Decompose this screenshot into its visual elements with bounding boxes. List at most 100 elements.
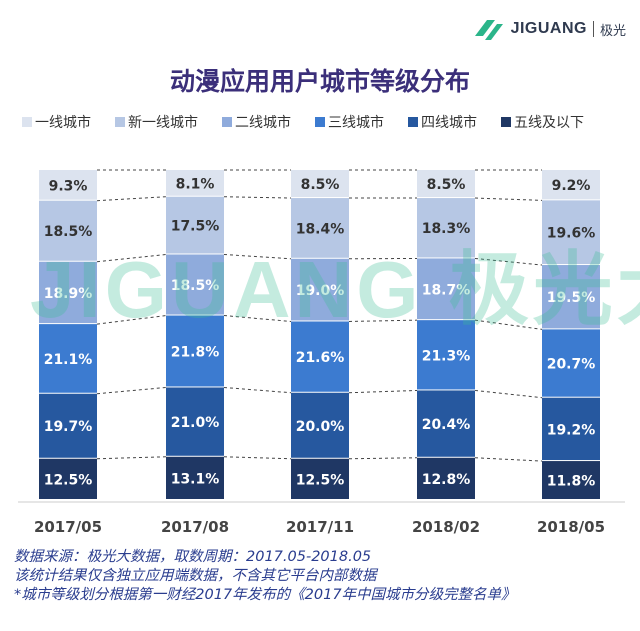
footnote-scope: 该统计结果仅含独立应用端数据，不含其它平台内部数据: [14, 568, 377, 584]
legend-item: 四线城市: [408, 112, 477, 132]
x-tick-label: 2017/05: [34, 518, 102, 536]
footnotes: 数据来源：极光大数据，取数周期：2017.05-2018.05 该统计结果仅含独…: [14, 548, 516, 605]
bar-segment: [417, 457, 475, 499]
data-label: 9.3%: [49, 178, 88, 194]
data-label: 13.1%: [171, 471, 220, 487]
legend-label: 一线城市: [35, 115, 91, 131]
data-label: 19.2%: [547, 422, 596, 438]
data-label: 12.5%: [296, 472, 345, 488]
bar-segment: [542, 397, 600, 461]
x-tick-label: 2018/02: [412, 518, 480, 536]
jiguang-logo: JIGUANG 极光: [471, 14, 626, 44]
connector-line: [96, 196, 167, 202]
connector-line: [223, 456, 292, 460]
x-tick-label: 2017/08: [161, 518, 229, 536]
legend-item: 二线城市: [222, 112, 291, 132]
data-label: 19.0%: [296, 283, 345, 299]
logo-divider: [592, 21, 594, 37]
bar-segment: [166, 387, 224, 456]
data-label: 8.1%: [176, 176, 215, 192]
bar-segment: [291, 170, 349, 198]
brand-name: JIGUANG: [510, 20, 587, 37]
x-tick-label: 2017/11: [286, 518, 354, 536]
legend-item: 五线及以下: [501, 112, 584, 132]
connector-line: [474, 257, 543, 266]
data-label: 21.3%: [422, 348, 471, 364]
legend-label: 二线城市: [235, 115, 291, 131]
bar-segment: [417, 320, 475, 390]
legend: 一线城市 新一线城市 二线城市 三线城市 四线城市 五线及以下: [22, 112, 584, 132]
connector-line: [96, 253, 167, 263]
data-label: 21.1%: [44, 352, 93, 368]
data-label: 17.5%: [171, 219, 220, 235]
data-label: 20.4%: [422, 417, 471, 433]
data-label: 21.8%: [171, 345, 220, 361]
bar-segment: [39, 170, 97, 200]
data-label: 19.7%: [44, 419, 93, 435]
connector-line: [348, 457, 418, 460]
data-label: 21.0%: [171, 415, 220, 431]
bar-segment: [417, 198, 475, 258]
connector-line: [96, 456, 167, 460]
bar-segment: [291, 321, 349, 392]
chart-title: 动漫应用用户城市等级分布: [169, 67, 470, 96]
data-label: 19.5%: [547, 290, 596, 306]
data-label: 19.6%: [547, 226, 596, 242]
bar-segment: [39, 393, 97, 458]
legend-swatch: [315, 117, 325, 127]
bar-segment: [166, 254, 224, 315]
data-label: 18.4%: [296, 221, 345, 237]
legend-item: 三线城市: [315, 112, 384, 132]
legend-swatch: [22, 117, 32, 127]
footnote-city-tier: *城市等级划分根据第一财经2017年发布的《2017年中国城市分级完整名单》: [14, 587, 516, 603]
bar-segment: [166, 315, 224, 387]
connector-line: [96, 315, 167, 325]
data-label: 8.5%: [427, 177, 466, 193]
x-tick-label: 2018/05: [537, 518, 605, 536]
data-label: 9.2%: [552, 178, 591, 194]
bar-segment: [542, 200, 600, 265]
connector-line: [223, 196, 292, 199]
connector-line: [348, 319, 418, 322]
data-label: 20.0%: [296, 419, 345, 435]
legend-item: 一线城市: [22, 112, 91, 132]
jiguang-logo-icon: [474, 20, 503, 40]
bar-segment: [166, 170, 224, 196]
bar-segment: [39, 200, 97, 261]
bar-segment: [291, 198, 349, 258]
bar-segment: [417, 390, 475, 457]
legend-label: 四线城市: [421, 115, 477, 131]
connector-line: [474, 457, 543, 462]
bar-segment: [166, 196, 224, 254]
data-label: 18.5%: [171, 278, 220, 294]
bar-segment: [39, 261, 97, 324]
legend-label: 五线及以下: [514, 115, 584, 131]
connector-line: [474, 389, 543, 399]
bar-segment: [417, 170, 475, 198]
connector-line: [348, 389, 418, 394]
bar-segment: [291, 392, 349, 458]
bar-segment: [291, 258, 349, 321]
bar-segment: [291, 458, 349, 499]
bar-segment: [39, 324, 97, 393]
data-label: 21.6%: [296, 350, 345, 366]
bar-segment: [542, 461, 600, 499]
legend-swatch: [501, 117, 511, 127]
bar-segment: [542, 329, 600, 397]
legend-swatch: [115, 117, 125, 127]
connector-line: [223, 386, 292, 394]
footnote-source: 数据来源：极光大数据，取数周期：2017.05-2018.05: [14, 549, 372, 565]
stacked-bar-chart: 9.3% 18.5% 18.9% 21.1% 19.7% 12.5% 2017/05 8.1%…: [18, 169, 625, 536]
data-label: 11.8%: [547, 474, 596, 490]
data-label: 20.7%: [547, 357, 596, 373]
connector-line: [474, 319, 543, 330]
bar-segment: [542, 170, 600, 200]
legend-swatch: [222, 117, 232, 127]
legend-label: 新一线城市: [128, 115, 198, 131]
data-label: 18.5%: [44, 224, 93, 240]
connector-line: [96, 386, 167, 395]
data-label: 12.5%: [44, 472, 93, 488]
connector-line: [474, 197, 543, 201]
bar-segment: [542, 265, 600, 329]
data-label: 8.5%: [301, 177, 340, 193]
